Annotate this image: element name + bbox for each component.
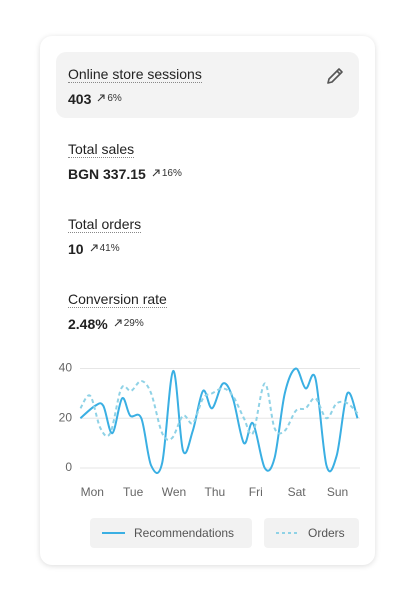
metric-change-wrap: 16% [152,168,182,179]
x-tick-label: Sat [288,485,307,499]
edit-icon[interactable] [325,66,345,86]
series-line [79,367,359,474]
y-tick-label: 20 [59,410,73,424]
metric-title: Conversion rate [68,291,167,308]
metric[interactable]: Conversion rate 2.48% 29% [56,277,359,343]
metric-title: Total sales [68,141,135,158]
y-tick-label: 40 [59,361,73,375]
arrow-icon [152,169,160,177]
metric-value: 10 [68,241,84,257]
metric-value: 403 [68,91,92,107]
card: Online store sessions 403 6% Total sales B… [40,36,375,565]
x-tick-label: Tue [123,485,144,499]
metric[interactable]: Online store sessions 403 6% [56,52,359,118]
metric-change-wrap: 29% [114,318,144,329]
metric-value-row: 10 41% [68,241,120,257]
metric[interactable]: Total sales BGN 337.15 16% [56,127,359,193]
y-tick-label: 0 [65,460,72,474]
metric-change-wrap: 6% [97,93,122,104]
series-line [79,379,359,441]
metric[interactable]: Total orders 10 41% [56,202,359,268]
legend-button [90,518,252,548]
legend-item[interactable]: Orders [264,518,359,548]
metric-value-row: 403 6% [68,91,122,107]
metric-value: BGN 337.15 [68,166,146,182]
arrow-icon [90,244,98,252]
arrow-icon [97,94,105,102]
metric-change-wrap: 41% [90,243,120,254]
legend-button [264,518,359,548]
metric-title: Total orders [68,216,142,233]
metric-change: 6% [107,93,122,104]
legend-item[interactable]: Recommendations [90,518,252,548]
x-tick-label: Thu [205,485,226,499]
metric-change: 16% [161,168,182,179]
x-tick-label: Sun [327,485,348,499]
metric-value-row: 2.48% 29% [68,316,144,332]
x-tick-label: Wen [162,485,186,499]
x-tick-label: Fri [249,485,263,499]
metric-title: Online store sessions [68,66,202,83]
legend-label: Recommendations [134,526,234,540]
metric-value: 2.48% [68,316,108,332]
metric-change: 41% [99,243,120,254]
x-tick-label: Mon [81,485,104,499]
arrow-icon [114,319,122,327]
metric-value-row: BGN 337.15 16% [68,166,182,182]
legend-label: Orders [308,526,345,540]
metric-change: 29% [123,318,144,329]
